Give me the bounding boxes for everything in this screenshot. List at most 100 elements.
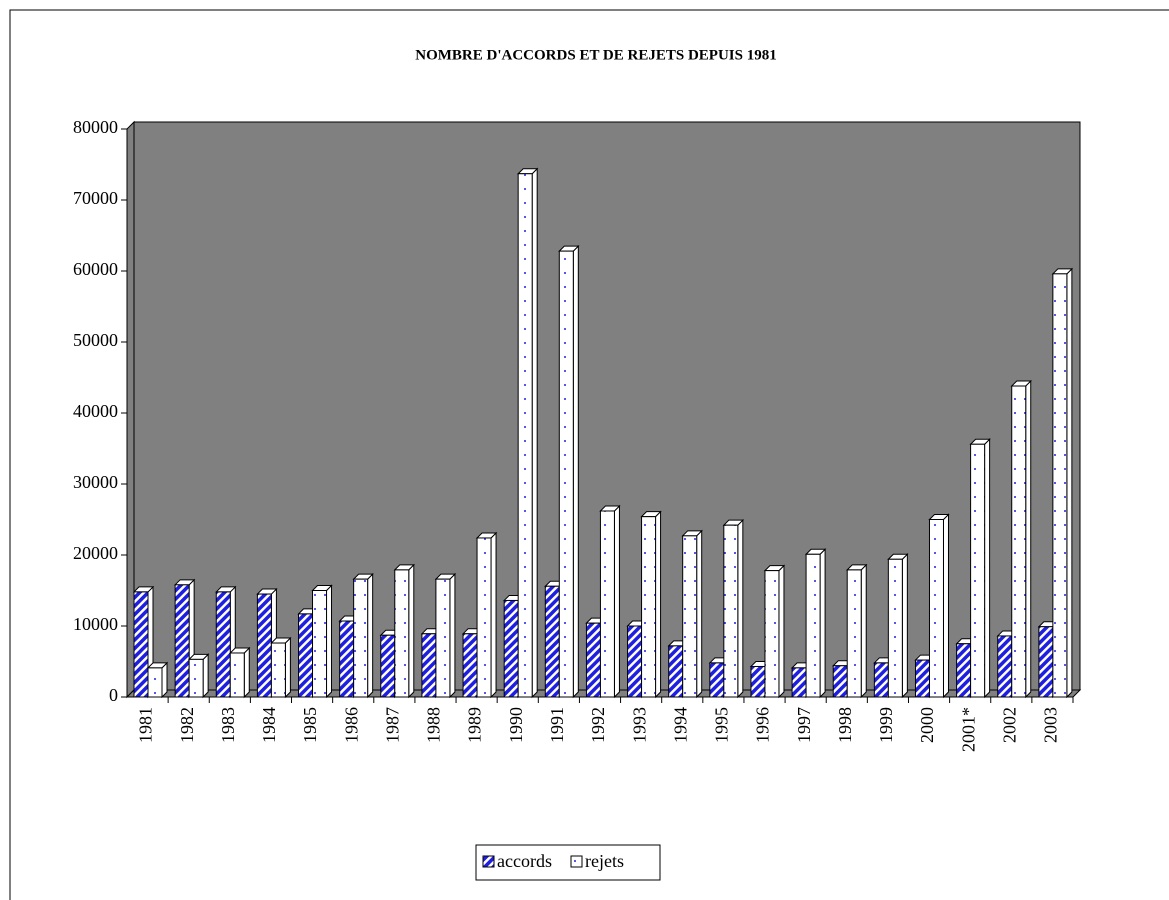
x-tick-label: 1981: [136, 707, 156, 743]
bar: [558, 250, 574, 698]
bar: [1052, 273, 1068, 698]
bar-side: [901, 553, 908, 699]
legend-swatch: [482, 855, 495, 868]
bar: [256, 593, 272, 698]
x-tick-label: 2001*: [958, 707, 978, 752]
bar-side: [367, 572, 374, 699]
y-tick-label: 80000: [73, 117, 118, 137]
bar: [599, 510, 615, 698]
bar: [544, 585, 560, 698]
bar-side: [860, 563, 867, 699]
bar: [805, 553, 821, 698]
bar-side: [942, 513, 949, 699]
bar: [353, 578, 369, 698]
bar: [668, 645, 684, 698]
bar-side: [408, 563, 415, 699]
bar: [997, 635, 1013, 698]
bar: [723, 524, 739, 698]
bar: [476, 537, 492, 698]
bar: [270, 642, 286, 698]
bar: [229, 652, 245, 698]
y-tick-label: 0: [109, 685, 118, 705]
y-tick-label: 60000: [73, 259, 118, 279]
x-tick-label: 1984: [259, 707, 279, 743]
x-tick-label: 1983: [218, 707, 238, 743]
x-tick-label: 1989: [465, 707, 485, 743]
x-tick-label: 1988: [424, 707, 444, 743]
legend-label: rejets: [585, 851, 624, 871]
side-wall: [126, 120, 135, 699]
x-tick-label: 1997: [794, 707, 814, 743]
bar: [887, 558, 903, 698]
x-tick-label: 1992: [588, 707, 608, 743]
bar-side: [696, 529, 703, 699]
bar: [1038, 626, 1054, 698]
bar: [914, 659, 930, 698]
x-tick-label: 1995: [712, 707, 732, 743]
bar: [435, 578, 451, 698]
x-tick-label: 1985: [300, 707, 320, 743]
bar-side: [613, 504, 620, 699]
legend-label: accords: [497, 851, 552, 871]
bar: [928, 519, 944, 698]
x-tick-label: 1994: [670, 707, 690, 743]
y-tick-label: 10000: [73, 614, 118, 634]
x-tick-label: 1999: [876, 707, 896, 743]
bar-side: [449, 572, 456, 699]
bar: [709, 662, 725, 698]
chart-title: NOMBRE D'ACCORDS ET DE REJETS DEPUIS 198…: [415, 47, 776, 63]
bar: [641, 516, 657, 698]
bar-side: [655, 510, 662, 699]
bar-side: [778, 564, 785, 699]
x-tick-label: 1987: [382, 707, 402, 743]
bar-side: [572, 244, 579, 699]
chart-border: [9, 9, 1169, 900]
y-tick-label: 70000: [73, 188, 118, 208]
x-tick-label: 1982: [177, 707, 197, 743]
bar: [682, 535, 698, 698]
bar: [298, 613, 314, 698]
bar-side: [1025, 379, 1032, 699]
bar: [970, 443, 986, 698]
x-tick-label: 1991: [547, 707, 567, 743]
bar: [832, 665, 848, 698]
bar-side: [202, 653, 209, 699]
bar: [846, 569, 862, 698]
y-tick-label: 30000: [73, 472, 118, 492]
bar-side: [984, 438, 991, 699]
bar: [421, 633, 437, 698]
x-tick-label: 2002: [999, 707, 1019, 743]
y-tick-label: 40000: [73, 401, 118, 421]
bar: [380, 634, 396, 698]
bar: [312, 590, 328, 698]
bar: [791, 667, 807, 698]
bar: [873, 662, 889, 698]
bar: [147, 667, 163, 698]
bar: [462, 633, 478, 698]
x-tick-label: 1996: [753, 707, 773, 743]
x-tick-label: 2000: [917, 707, 937, 743]
bar: [750, 665, 766, 698]
bar: [215, 591, 231, 698]
bar-side: [737, 518, 744, 699]
bar: [174, 584, 190, 698]
bar: [764, 570, 780, 698]
bar-side: [819, 548, 826, 699]
bar-side: [490, 531, 497, 699]
bar-side: [243, 646, 250, 699]
bar: [627, 625, 643, 698]
bar-side: [284, 636, 291, 699]
y-tick-label: 50000: [73, 330, 118, 350]
y-tick-label: 20000: [73, 543, 118, 563]
bar: [1011, 385, 1027, 698]
bar: [503, 599, 519, 698]
bar: [188, 658, 204, 698]
bar-side: [161, 661, 168, 699]
legend-swatch: [570, 855, 583, 868]
x-tick-label: 2003: [1041, 707, 1061, 743]
x-tick-label: 1990: [506, 707, 526, 743]
bar: [339, 620, 355, 698]
bar-side: [1066, 267, 1073, 699]
bar: [585, 622, 601, 698]
